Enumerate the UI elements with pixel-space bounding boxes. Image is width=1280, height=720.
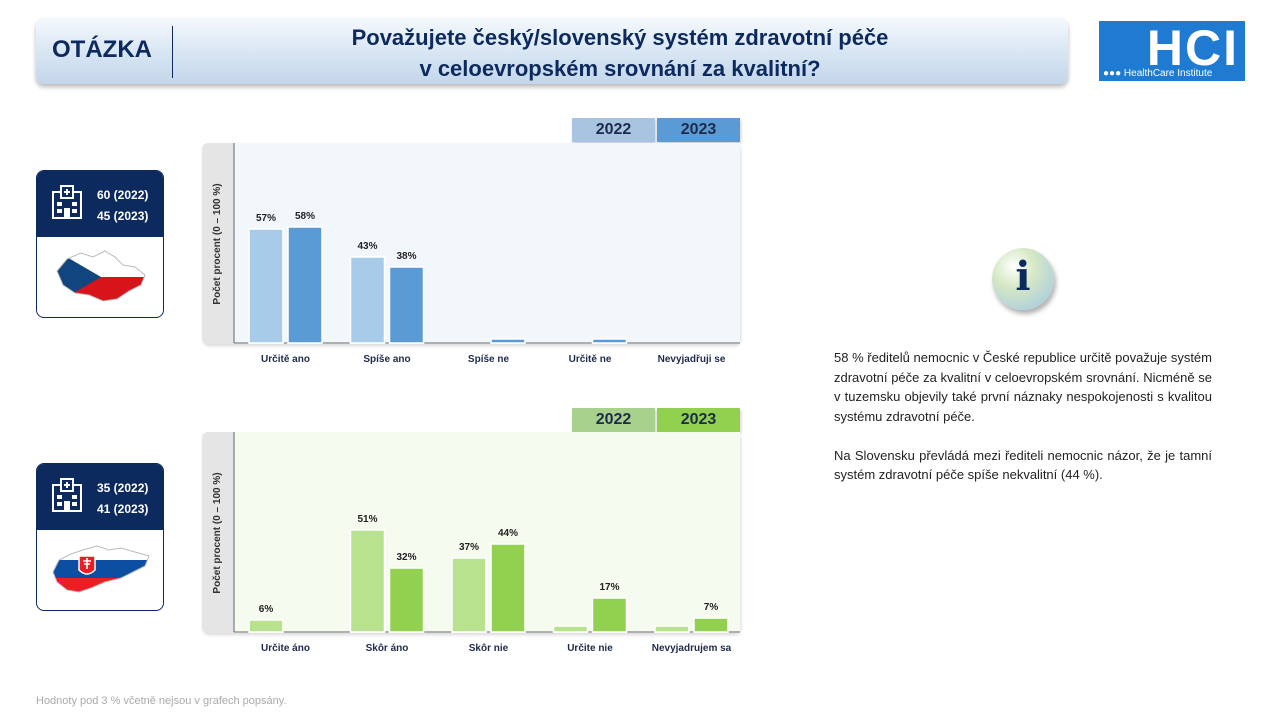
respondents-2022: 35 (2022) <box>97 481 149 495</box>
bar-cz-2022-1 <box>349 256 386 344</box>
plot-area-sk <box>234 432 740 633</box>
data-label: 7% <box>704 602 719 613</box>
data-label: 44% <box>498 528 518 539</box>
respondents-2022: 60 (2022) <box>97 188 149 202</box>
data-label: 58% <box>295 211 315 222</box>
legend-2023: 2023 <box>657 408 740 432</box>
legend-2022: 2022 <box>572 118 655 142</box>
category-label: Spíše ne <box>468 354 510 365</box>
category-label: Skôr nie <box>469 643 509 654</box>
hospital-icon <box>52 185 82 219</box>
country-card-sk: 35 (2022) 41 (2023) <box>36 463 164 611</box>
bar-cz-2022-0 <box>248 228 284 344</box>
header-label: OTÁZKA <box>52 36 152 63</box>
respondents-panel: 35 (2022) 41 (2023) <box>37 464 163 530</box>
respondents-panel: 60 (2022) 45 (2023) <box>37 171 163 237</box>
bar-sk-2023-1 <box>388 567 425 633</box>
category-label: Skôr áno <box>366 643 409 654</box>
data-label: 32% <box>396 552 416 563</box>
category-label: Určitě ne <box>569 354 612 365</box>
bar-cz-2023-0 <box>287 226 323 344</box>
bar-sk-2023-3 <box>591 597 628 633</box>
footnote: Hodnoty pod 3 % včetně nejsou v grafech … <box>36 695 287 707</box>
data-label: 37% <box>459 542 479 553</box>
data-label: 17% <box>599 582 619 593</box>
logo-text: HCI <box>1146 20 1239 76</box>
info-paragraph-2: Na Slovensku převládá mezi řediteli nemo… <box>834 447 1212 483</box>
header-bar <box>36 18 1068 84</box>
bar-sk-2022-3 <box>552 625 589 633</box>
header-separator <box>172 26 173 78</box>
czech-map-flag <box>56 250 146 302</box>
respondents-2023: 45 (2023) <box>97 209 149 223</box>
bar-cz-2023-2 <box>490 338 526 344</box>
category-label: Nevyjadrujem sa <box>652 643 732 654</box>
category-label: Nevyjadřuji se <box>658 354 726 365</box>
question-line-1: Považujete český/slovenský systém zdravo… <box>351 25 889 50</box>
data-label: 57% <box>256 213 276 224</box>
category-label: Určite áno <box>261 643 310 654</box>
info-text: 58 % ředitelů nemocnic v České republice… <box>834 348 1212 485</box>
data-label: 51% <box>357 514 377 525</box>
hci-logo: HCI ●●● HealthCare Institute <box>1099 20 1245 81</box>
bar-cz-2023-1 <box>388 266 425 344</box>
category-label: Určitě ano <box>261 354 310 365</box>
respondents-2023: 41 (2023) <box>97 502 149 516</box>
category-label: Spíše ano <box>363 354 410 365</box>
info-paragraph-1: 58 % ředitelů nemocnic v České republice… <box>834 350 1212 424</box>
info-icon: i <box>992 248 1054 310</box>
country-card-cz: 60 (2022) 45 (2023) <box>36 170 164 318</box>
bar-sk-2022-4 <box>654 625 690 633</box>
data-label: 43% <box>357 241 377 252</box>
bar-sk-2023-4 <box>693 617 729 633</box>
hospital-icon <box>52 478 82 512</box>
data-label: 38% <box>396 251 416 262</box>
legend-2022: 2022 <box>572 408 655 432</box>
page-title: Považujete český/slovenský systém zdravo… <box>190 22 1050 84</box>
bar-sk-2023-2 <box>490 543 526 633</box>
category-label: Určite nie <box>567 643 613 654</box>
slovakia-map-flag <box>52 545 150 593</box>
legend-2023: 2023 <box>657 118 740 142</box>
bar-sk-2022-0 <box>248 619 284 633</box>
data-label: 6% <box>259 604 274 615</box>
bar-cz-2023-3 <box>591 338 628 344</box>
bar-sk-2022-2 <box>451 557 487 633</box>
logo-subtext: ●●● HealthCare Institute <box>1103 68 1213 79</box>
bar-sk-2022-1 <box>349 529 386 633</box>
question-line-2: v celoevropském srovnání za kvalitní? <box>419 56 821 81</box>
